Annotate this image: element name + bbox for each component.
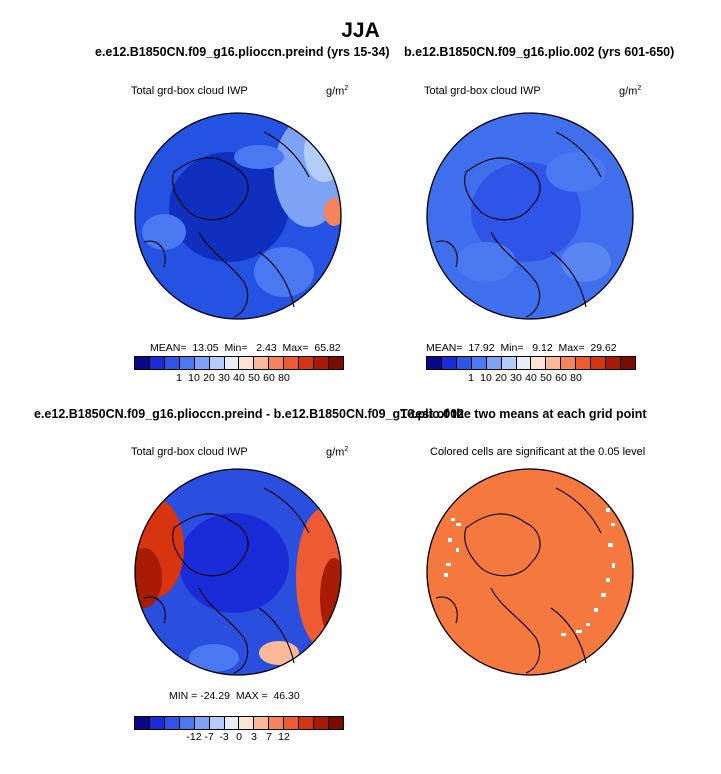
colorbar-swatch: [239, 357, 255, 369]
units-label-top-right: g/m2: [619, 85, 642, 98]
colorbar-swatch: [179, 717, 195, 729]
colorbar-tick-label: -12: [186, 731, 202, 743]
colorbar-tick-label: 40: [233, 372, 245, 384]
coastlines: [435, 487, 602, 674]
colorbar-swatch: [427, 357, 442, 369]
field-fill: [427, 469, 633, 675]
colorbar-tick-label: -7: [204, 731, 214, 743]
colorbar-tick-label: 10: [188, 372, 200, 384]
colorbar-swatch: [516, 357, 532, 369]
colorbar-bottom-left: [134, 716, 344, 730]
variable-label-bottom-left: Total grd-box cloud IWP: [131, 446, 248, 458]
colorbar-tick-label: -3: [219, 731, 229, 743]
polar-map-bottom-right: [426, 468, 634, 676]
colorbar-tick-label: 50: [248, 372, 260, 384]
colorbar-swatch: [471, 357, 487, 369]
colorbar-swatch: [486, 357, 502, 369]
colorbar-swatch: [531, 357, 547, 369]
colorbar-swatch: [501, 357, 517, 369]
colorbar-tick-label: 7: [266, 731, 272, 743]
colorbar-tick-label: 80: [570, 372, 582, 384]
colorbar-tick-label: 10: [480, 372, 492, 384]
colorbar-ticks-bottom-left: -12 -7 -3 0 3 7 12: [134, 731, 344, 745]
colorbar-tick-label: 60: [263, 372, 275, 384]
colorbar-swatch: [314, 357, 329, 369]
non-significant-cells: [444, 508, 615, 636]
colorbar-swatch: [135, 717, 150, 729]
colorbar-tick-label: 1: [176, 372, 182, 384]
colorbar-tick-label: 0: [236, 731, 242, 743]
colorbar-swatch: [441, 357, 457, 369]
colorbar-swatch: [328, 717, 343, 729]
colorbar-swatch: [209, 357, 225, 369]
colorbar-swatch: [254, 717, 270, 729]
colorbar-swatch: [135, 357, 150, 369]
colorbar-swatch: [576, 357, 592, 369]
colorbar-swatch: [269, 357, 285, 369]
variable-label-top-right: Total grd-box cloud IWP: [424, 85, 541, 97]
colorbar-tick-label: 30: [218, 372, 230, 384]
units-label-top-left: g/m2: [326, 85, 349, 98]
stats-top-left: MEAN= 13.05 Min= 2.43 Max= 65.82: [150, 342, 341, 354]
colorbar-swatch: [239, 717, 255, 729]
subtitle-bottom-right: Colored cells are significant at the 0.0…: [430, 446, 646, 458]
colorbar-swatch: [591, 357, 607, 369]
main-title: JJA: [341, 19, 380, 42]
polar-map-top-right: [426, 112, 634, 320]
colorbar-ticks-top-left: 1 10 20 30 40 50 60 80: [134, 372, 344, 386]
colorbar-swatch: [328, 357, 343, 369]
colorbar-swatch: [254, 357, 270, 369]
stats-bottom-left: MIN = -24.29 MAX = 46.30: [169, 690, 300, 702]
colorbar-tick-label: 40: [525, 372, 537, 384]
colorbar-swatch: [314, 717, 329, 729]
panel-title-top-right: b.e12.B1850CN.f09_g16.plio.002 (yrs 601-…: [404, 45, 675, 59]
colorbar-swatch: [284, 357, 300, 369]
colorbar-swatch: [224, 717, 240, 729]
colorbar-swatch: [620, 357, 635, 369]
colorbar-swatch: [456, 357, 472, 369]
colorbar-swatch: [149, 717, 165, 729]
coastlines: [143, 487, 310, 674]
panel-title-top-left: e.e12.B1850CN.f09_g16.plioccn.preind (yr…: [95, 45, 390, 59]
colorbar-top-left: [134, 356, 344, 370]
colorbar-swatch: [194, 357, 210, 369]
colorbar-swatch: [269, 717, 285, 729]
colorbar-tick-label: 50: [540, 372, 552, 384]
coastlines: [435, 131, 602, 318]
polar-map-top-left: [134, 112, 342, 320]
colorbar-swatch: [209, 717, 225, 729]
stats-top-right: MEAN= 17.92 Min= 9.12 Max= 29.62: [426, 342, 617, 354]
units-label-bottom-left: g/m2: [326, 446, 349, 459]
coastlines: [143, 131, 310, 318]
panel-title-bottom-left: e.e12.B1850CN.f09_g16.plioccn.preind - b…: [34, 407, 465, 421]
panel-title-bottom-right: T-test of the two means at each grid poi…: [400, 407, 647, 421]
colorbar-tick-label: 60: [555, 372, 567, 384]
colorbar-tick-label: 80: [278, 372, 290, 384]
colorbar-swatch: [299, 357, 315, 369]
colorbar-tick-label: 1: [468, 372, 474, 384]
variable-label-top-left: Total grd-box cloud IWP: [131, 85, 248, 97]
colorbar-swatch: [299, 717, 315, 729]
colorbar-tick-label: 20: [203, 372, 215, 384]
colorbar-swatch: [194, 717, 210, 729]
colorbar-swatch: [606, 357, 621, 369]
colorbar-tick-label: 20: [495, 372, 507, 384]
colorbar-swatch: [179, 357, 195, 369]
colorbar-tick-label: 12: [278, 731, 290, 743]
colorbar-ticks-top-right: 1 10 20 30 40 50 60 80: [426, 372, 636, 386]
colorbar-swatch: [561, 357, 577, 369]
colorbar-swatch: [546, 357, 562, 369]
colorbar-swatch: [149, 357, 165, 369]
colorbar-swatch: [164, 357, 180, 369]
colorbar-swatch: [284, 717, 300, 729]
polar-map-bottom-left: [134, 468, 342, 676]
colorbar-swatch: [224, 357, 240, 369]
colorbar-top-right: [426, 356, 636, 370]
colorbar-tick-label: 30: [510, 372, 522, 384]
colorbar-tick-label: 3: [251, 731, 257, 743]
colorbar-swatch: [164, 717, 180, 729]
